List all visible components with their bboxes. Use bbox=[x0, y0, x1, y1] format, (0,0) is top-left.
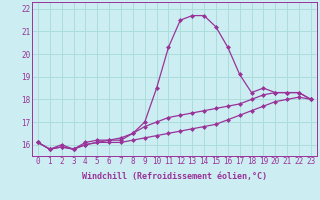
X-axis label: Windchill (Refroidissement éolien,°C): Windchill (Refroidissement éolien,°C) bbox=[82, 172, 267, 181]
